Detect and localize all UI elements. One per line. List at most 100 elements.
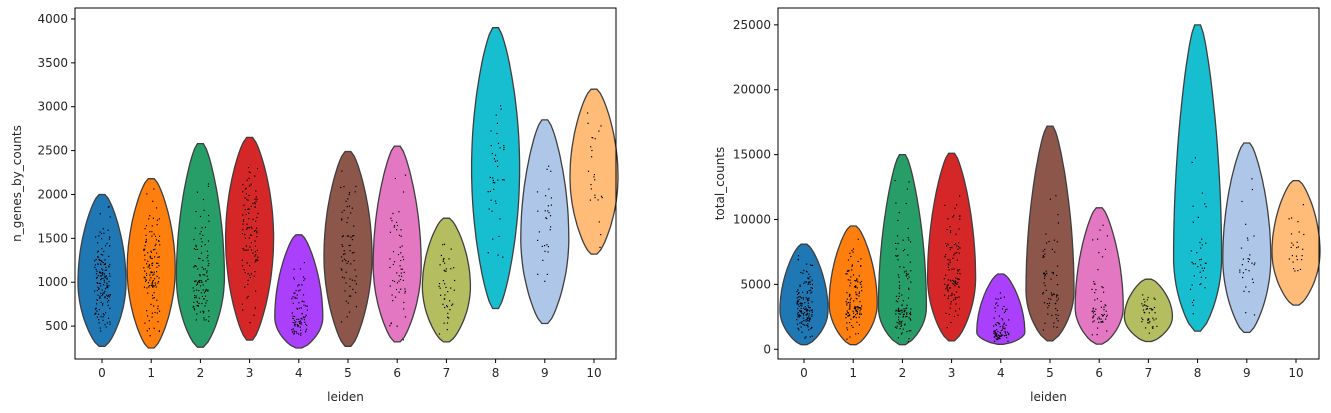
- data-point: [808, 306, 810, 308]
- data-point: [298, 284, 300, 286]
- data-point: [1057, 214, 1059, 216]
- data-point: [342, 245, 344, 247]
- data-point: [805, 319, 807, 321]
- data-point: [957, 278, 959, 280]
- data-point: [247, 283, 249, 285]
- data-point: [1004, 332, 1007, 334]
- data-point: [958, 278, 960, 280]
- x-axis-label: leiden: [327, 390, 364, 404]
- data-point: [95, 307, 97, 309]
- data-point: [811, 283, 814, 286]
- data-point: [148, 320, 150, 322]
- data-point: [855, 293, 857, 295]
- violin-cluster-8: [470, 27, 521, 310]
- data-point: [301, 284, 303, 286]
- x-tick-label: 5: [344, 366, 352, 380]
- data-point: [294, 325, 296, 327]
- data-point: [1005, 309, 1007, 311]
- data-point: [154, 248, 156, 250]
- data-point: [305, 330, 307, 332]
- data-point: [996, 328, 998, 331]
- data-point: [106, 298, 108, 300]
- data-point: [247, 279, 249, 281]
- data-point: [108, 299, 110, 302]
- x-tick-label: 6: [1095, 366, 1103, 380]
- x-axis-ticks: 0 1 2 3 4 5 6 7 8 9 10: [800, 359, 1304, 380]
- data-point: [900, 333, 903, 335]
- data-point: [898, 320, 900, 323]
- data-point: [898, 276, 900, 278]
- data-point: [546, 168, 548, 170]
- data-point: [952, 257, 954, 259]
- data-point: [1296, 241, 1298, 243]
- data-point: [1006, 337, 1008, 339]
- data-point: [106, 322, 108, 324]
- data-point: [951, 294, 953, 296]
- data-point: [153, 273, 155, 275]
- data-point: [1092, 316, 1094, 318]
- data-point: [846, 329, 849, 331]
- data-point: [803, 314, 805, 316]
- data-point: [1301, 259, 1303, 261]
- data-point: [445, 268, 447, 270]
- data-point: [1242, 276, 1244, 279]
- data-point: [802, 298, 804, 300]
- data-point: [800, 303, 802, 305]
- data-point: [954, 252, 956, 254]
- data-point: [1001, 318, 1003, 320]
- data-point: [94, 290, 96, 292]
- data-point: [1003, 305, 1005, 307]
- data-point: [205, 319, 207, 321]
- data-point: [906, 274, 908, 276]
- data-point: [97, 299, 99, 301]
- data-point: [807, 320, 809, 322]
- data-point: [1189, 288, 1192, 290]
- data-point: [803, 269, 805, 272]
- data-point: [798, 329, 800, 331]
- data-point: [303, 304, 305, 306]
- data-point: [195, 284, 198, 286]
- data-point: [1143, 298, 1145, 300]
- data-point: [100, 301, 102, 303]
- data-point: [242, 223, 244, 225]
- data-point: [1293, 268, 1295, 270]
- data-point: [246, 297, 248, 299]
- data-point: [849, 252, 851, 254]
- data-point: [544, 245, 546, 247]
- data-point: [1142, 305, 1144, 307]
- data-point: [149, 267, 151, 269]
- data-point: [153, 297, 155, 299]
- data-point: [804, 306, 806, 308]
- data-point: [1192, 263, 1194, 265]
- data-point: [955, 233, 957, 235]
- data-point: [149, 274, 151, 276]
- data-point: [104, 288, 106, 290]
- x-tick-label: 0: [98, 366, 106, 380]
- data-point: [999, 332, 1002, 334]
- data-point: [850, 276, 852, 278]
- data-point: [245, 187, 247, 189]
- data-point: [955, 310, 957, 312]
- data-point: [804, 302, 806, 304]
- data-point: [404, 290, 406, 292]
- data-point: [440, 254, 442, 257]
- data-point: [156, 275, 158, 277]
- data-point: [100, 260, 102, 262]
- data-point: [292, 317, 294, 319]
- data-point: [860, 283, 862, 285]
- data-point: [849, 293, 851, 295]
- data-point: [995, 338, 997, 340]
- data-point: [945, 288, 947, 290]
- data-point: [902, 239, 904, 241]
- data-point: [296, 307, 298, 310]
- data-point: [254, 198, 256, 200]
- data-point: [949, 249, 951, 251]
- data-point: [151, 282, 153, 284]
- y-tick-label: 500: [45, 319, 68, 333]
- data-point: [591, 137, 593, 139]
- data-point: [292, 302, 294, 304]
- data-point: [349, 244, 351, 246]
- data-point: [243, 269, 245, 271]
- data-point: [544, 280, 546, 282]
- data-point: [246, 179, 248, 181]
